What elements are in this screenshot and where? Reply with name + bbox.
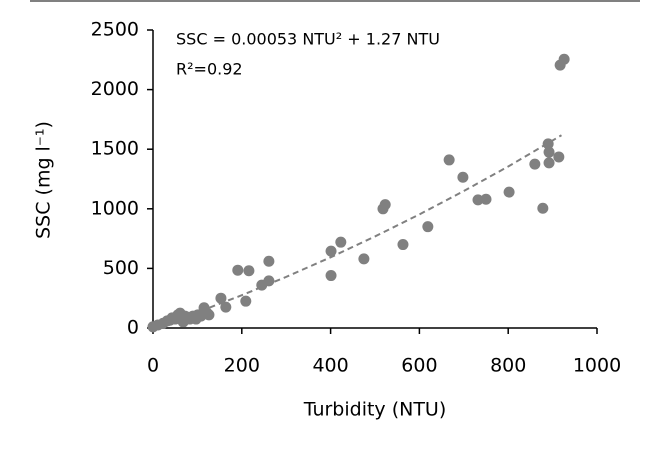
x-tick-label: 0 bbox=[147, 355, 159, 377]
point bbox=[325, 245, 337, 257]
point bbox=[203, 309, 215, 321]
point bbox=[263, 275, 275, 287]
point bbox=[480, 193, 492, 205]
point bbox=[543, 146, 555, 158]
point bbox=[325, 270, 337, 282]
point bbox=[232, 264, 244, 276]
y-tick-label: 1000 bbox=[91, 197, 139, 219]
equation: SSC = 0.00053 NTU² + 1.27 NTU bbox=[176, 30, 440, 49]
point bbox=[443, 154, 455, 166]
point bbox=[472, 194, 484, 206]
point bbox=[243, 265, 255, 277]
x-tick-label: 1000 bbox=[573, 355, 621, 377]
point bbox=[543, 157, 555, 169]
y-axis-title: SSC (mg l⁻¹) bbox=[33, 121, 55, 239]
point bbox=[335, 236, 347, 248]
point bbox=[503, 186, 515, 198]
y-tick-label: 1500 bbox=[91, 138, 139, 160]
point bbox=[457, 171, 469, 183]
point bbox=[240, 295, 252, 307]
trendline bbox=[152, 134, 562, 329]
point bbox=[537, 202, 549, 214]
y-tick-label: 500 bbox=[103, 257, 139, 279]
point bbox=[358, 253, 370, 265]
x-axis-title: Turbidity (NTU) bbox=[303, 399, 447, 421]
point bbox=[558, 53, 570, 65]
x-tick-label: 200 bbox=[224, 355, 260, 377]
y-tick-label: 2000 bbox=[91, 78, 139, 100]
point bbox=[422, 221, 434, 233]
r-squared: R²=0.92 bbox=[176, 60, 243, 79]
y-tick-label: 2500 bbox=[91, 19, 139, 41]
point bbox=[379, 199, 391, 211]
x-tick-label: 400 bbox=[312, 355, 348, 377]
point bbox=[553, 151, 565, 163]
x-tick-label: 800 bbox=[490, 355, 526, 377]
x-tick-label: 600 bbox=[401, 355, 437, 377]
point bbox=[529, 158, 541, 170]
point bbox=[397, 239, 409, 251]
point bbox=[263, 255, 275, 267]
point bbox=[215, 292, 227, 304]
point bbox=[220, 301, 232, 313]
y-tick-label: 0 bbox=[127, 317, 139, 339]
